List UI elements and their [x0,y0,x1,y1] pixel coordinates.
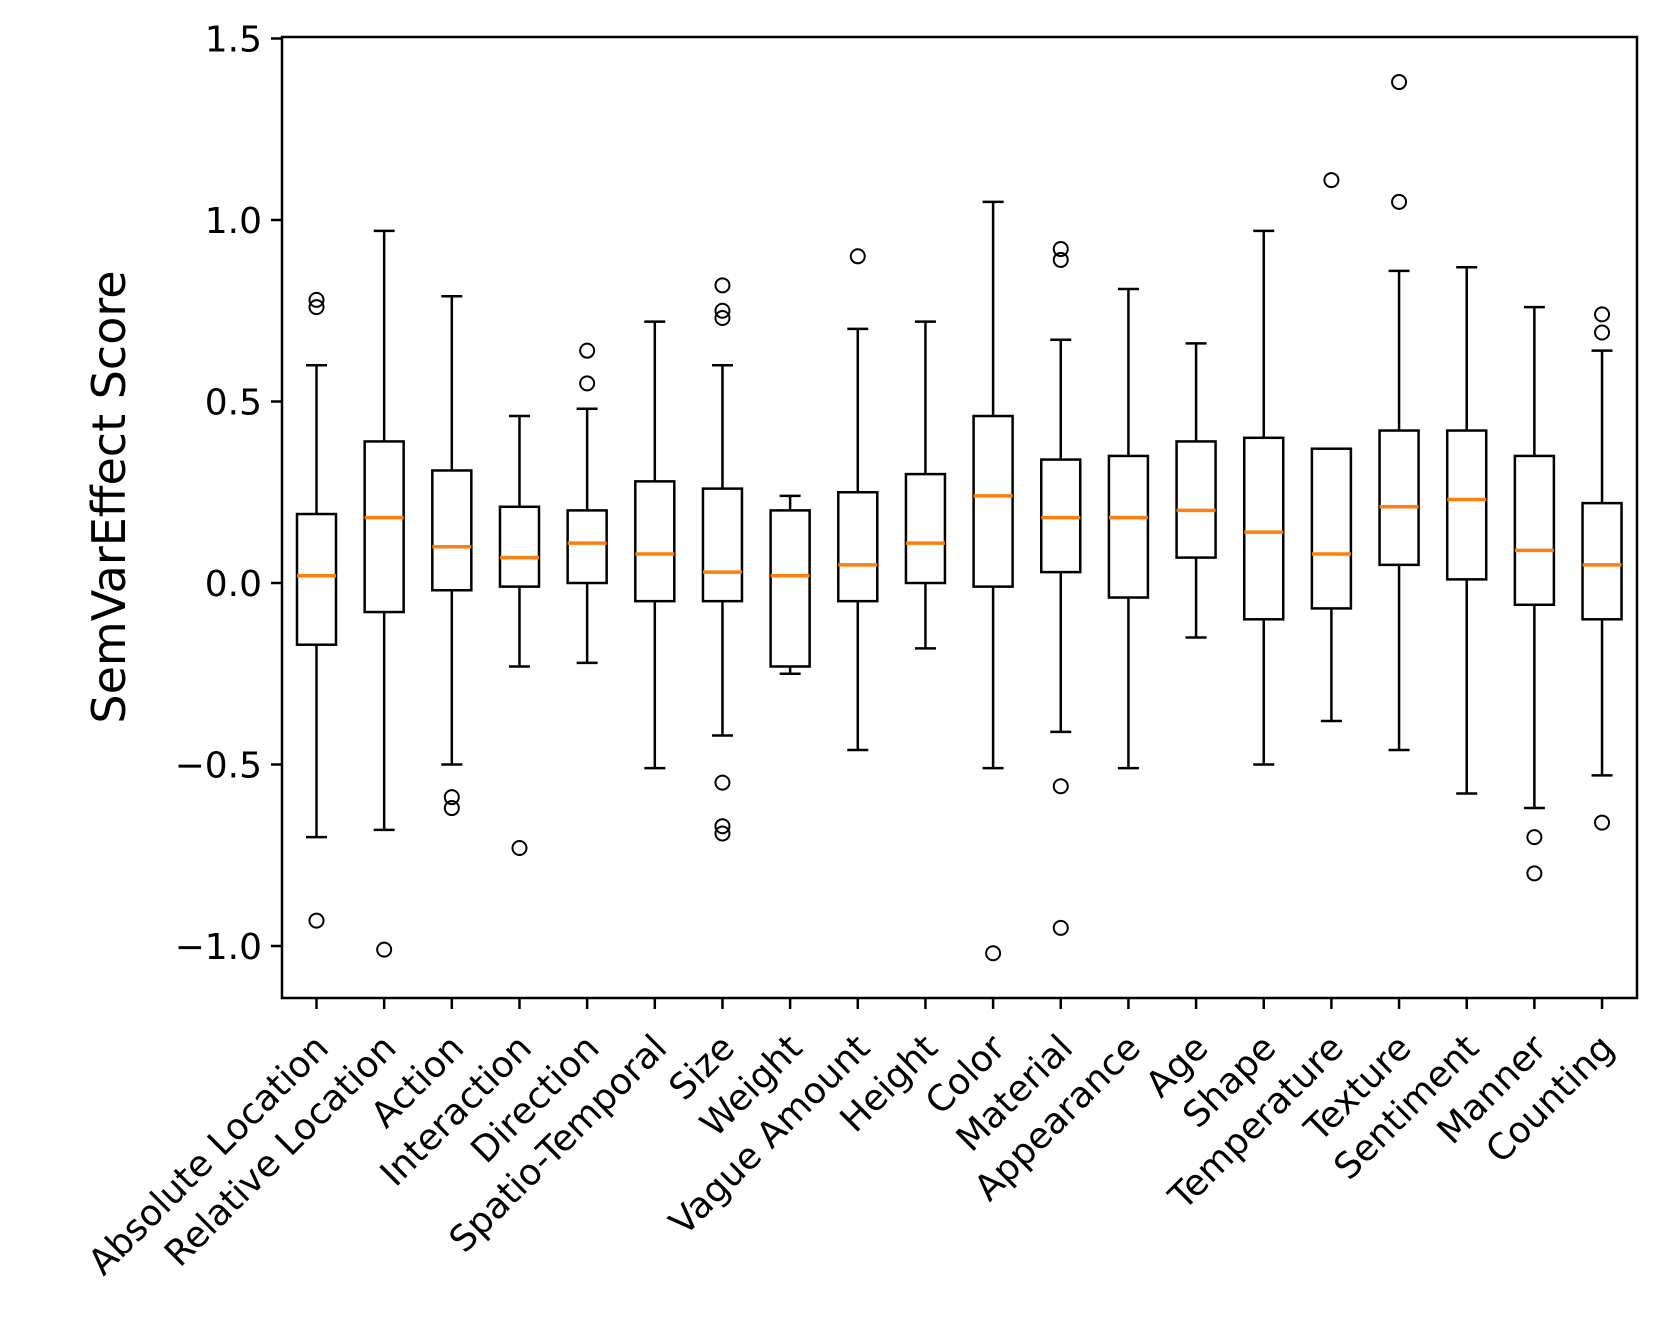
y-axis-title: SemVarEffect Score [82,270,136,723]
outlier-point [1052,251,1069,268]
outlier-point [1526,865,1543,882]
outlier-point [849,248,866,265]
outlier-point [376,941,393,958]
outlier-point [1323,172,1340,189]
outlier-point [579,375,596,392]
box-group-color: Color [918,200,1014,1123]
box-rect [1445,429,1488,581]
box-rect [1175,440,1217,559]
outlier-point [308,912,325,929]
box-group-action: Action [363,294,473,1136]
outlier-point [1052,778,1069,795]
outlier-point [1391,193,1408,210]
box-rect [295,512,338,646]
box-group-shape: Shape [1175,229,1285,1136]
outlier-point [443,800,460,817]
outlier-point [443,789,460,806]
outlier-point [714,825,731,842]
y-tick-label: −0.5 [175,746,262,787]
outlier-point [1391,74,1408,91]
box-rect [1107,454,1150,599]
box-group-material: Material [949,241,1082,1160]
box-rect [634,480,676,603]
plot-frame [280,35,1639,1000]
box-rect [431,469,473,592]
box-rect [972,414,1014,588]
box-rect [769,509,811,668]
outlier-point [1594,324,1611,341]
outlier-point [985,945,1002,962]
outlier-point [714,277,731,294]
y-tick-label: 1.5 [205,20,262,61]
outlier-point [1052,919,1069,936]
box-rect [1513,454,1556,607]
box-group-texture: Texture [1297,74,1420,1150]
y-tick-label: 0.5 [205,383,262,424]
box-group-age: Age [1138,342,1217,1106]
box-rect [1581,501,1623,621]
box-rect [904,472,947,585]
outlier-point [1594,814,1611,831]
outlier-point [714,310,731,327]
outlier-point [714,818,731,835]
outlier-point [579,342,596,359]
y-tick-label: 0.0 [205,564,262,605]
y-tick-label: −1.0 [175,927,262,968]
outlier-point [1594,306,1611,323]
outlier-point [308,291,325,308]
box-rect [1310,447,1353,610]
box-rect [701,487,744,603]
outlier-point [511,839,528,856]
outlier-point [1526,829,1543,846]
box-rect [1378,429,1420,567]
outlier-point [714,302,731,319]
box-rect [363,440,405,614]
box-group-size: Size [662,277,744,1109]
y-tick-label: 1.0 [205,201,262,242]
box-group-counting: Counting [1478,306,1623,1171]
box-group-height: Height [833,320,947,1141]
box-group-direction: Direction [464,342,608,1171]
box-rect [498,505,541,588]
box-rect [1040,458,1082,574]
box-rect [1242,436,1285,621]
outlier-point [1052,241,1069,258]
outlier-point [714,774,731,791]
box-rect [566,509,608,585]
outlier-point [308,299,325,316]
box-rect [837,491,879,603]
box-group-spatio-temporal: Spatio-Temporal [442,320,676,1261]
